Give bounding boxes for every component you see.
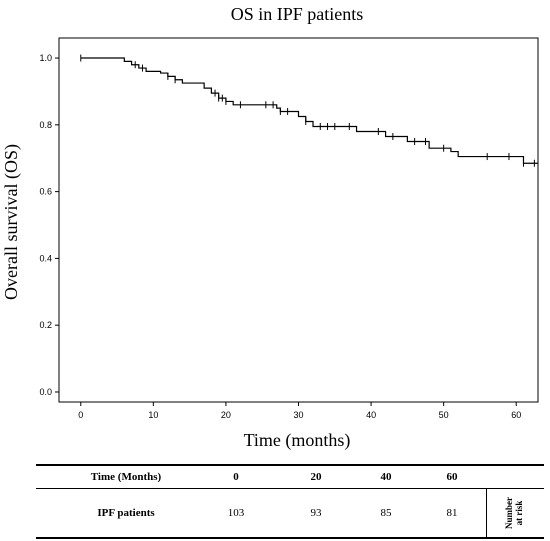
y-tick-label: 0.8 bbox=[39, 120, 52, 130]
risk-table-time-0: 0 bbox=[233, 471, 239, 483]
survival-step-line bbox=[80, 57, 538, 164]
x-axis-title: Time (months) bbox=[244, 430, 351, 451]
y-tick-label: 0.6 bbox=[39, 187, 52, 197]
table-header-rule bbox=[36, 488, 544, 489]
x-tick-label: 30 bbox=[293, 410, 303, 420]
x-axis: 0 10 20 30 40 50 60 bbox=[78, 402, 521, 420]
risk-table-row-label: IPF patients bbox=[97, 507, 155, 519]
y-axis-title: Overall survival (OS) bbox=[1, 144, 22, 300]
number-at-risk-table: Time (Months) 0 20 40 60 IPF patients 10… bbox=[36, 464, 544, 540]
risk-table-time-40: 40 bbox=[380, 471, 392, 483]
x-tick-label: 10 bbox=[148, 410, 158, 420]
chart-title: OS in IPF patients bbox=[231, 4, 364, 24]
y-tick-label: 0.0 bbox=[39, 387, 52, 397]
risk-table-count-40: 85 bbox=[380, 507, 392, 519]
risk-table-divider bbox=[486, 488, 487, 538]
x-tick-label: 50 bbox=[439, 410, 449, 420]
risk-table-header-label: Time (Months) bbox=[90, 471, 162, 483]
number-at-risk-label: Number at risk bbox=[504, 497, 524, 529]
y-tick-label: 0.4 bbox=[39, 253, 52, 263]
table-bottom-rule bbox=[36, 537, 544, 539]
km-survival-curve bbox=[80, 54, 538, 167]
plot-frame bbox=[58, 37, 539, 403]
x-tick-label: 20 bbox=[221, 410, 231, 420]
x-tick-label: 40 bbox=[366, 410, 376, 420]
risk-table-time-60: 60 bbox=[446, 471, 458, 483]
y-tick-label: 1.0 bbox=[39, 53, 52, 63]
x-tick-label: 0 bbox=[78, 410, 83, 420]
y-axis: 0.0 0.2 0.4 0.6 0.8 1.0 bbox=[39, 53, 59, 397]
risk-table-count-0: 103 bbox=[227, 507, 245, 519]
km-chart: OS in IPF patients 0.0 0.2 0.4 0.6 0.8 1.0 0 1… bbox=[1, 4, 539, 451]
x-tick-label: 60 bbox=[511, 410, 521, 420]
table-top-rule bbox=[36, 464, 544, 466]
y-tick-label: 0.2 bbox=[39, 320, 52, 330]
risk-table-time-20: 20 bbox=[310, 471, 322, 483]
risk-table-count-20: 93 bbox=[310, 507, 322, 519]
risk-table-count-60: 81 bbox=[446, 507, 458, 519]
